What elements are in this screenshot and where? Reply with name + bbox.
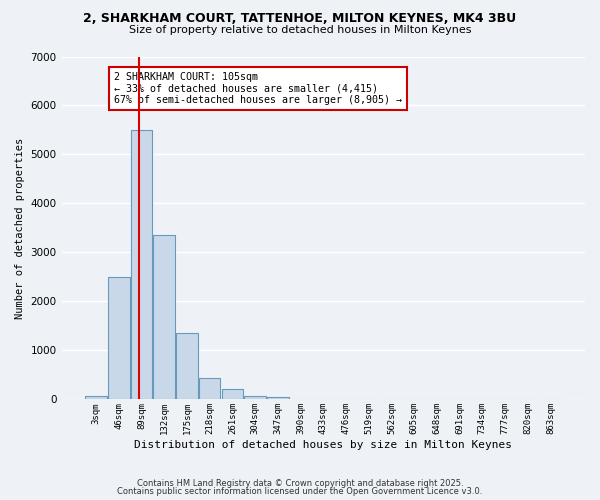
Bar xyxy=(199,378,220,400)
Text: 2 SHARKHAM COURT: 105sqm
← 33% of detached houses are smaller (4,415)
67% of sem: 2 SHARKHAM COURT: 105sqm ← 33% of detach… xyxy=(114,72,402,105)
Bar xyxy=(244,396,266,400)
Y-axis label: Number of detached properties: Number of detached properties xyxy=(15,138,25,318)
Bar xyxy=(85,396,107,400)
Bar xyxy=(176,334,198,400)
Text: Size of property relative to detached houses in Milton Keynes: Size of property relative to detached ho… xyxy=(129,25,471,35)
Bar xyxy=(131,130,152,400)
Text: Contains HM Land Registry data © Crown copyright and database right 2025.: Contains HM Land Registry data © Crown c… xyxy=(137,478,463,488)
Text: 2, SHARKHAM COURT, TATTENHOE, MILTON KEYNES, MK4 3BU: 2, SHARKHAM COURT, TATTENHOE, MILTON KEY… xyxy=(83,12,517,26)
Bar xyxy=(154,236,175,400)
Bar xyxy=(267,397,289,400)
Text: Contains public sector information licensed under the Open Government Licence v3: Contains public sector information licen… xyxy=(118,487,482,496)
Bar xyxy=(108,277,130,400)
Bar xyxy=(221,389,243,400)
X-axis label: Distribution of detached houses by size in Milton Keynes: Distribution of detached houses by size … xyxy=(134,440,512,450)
